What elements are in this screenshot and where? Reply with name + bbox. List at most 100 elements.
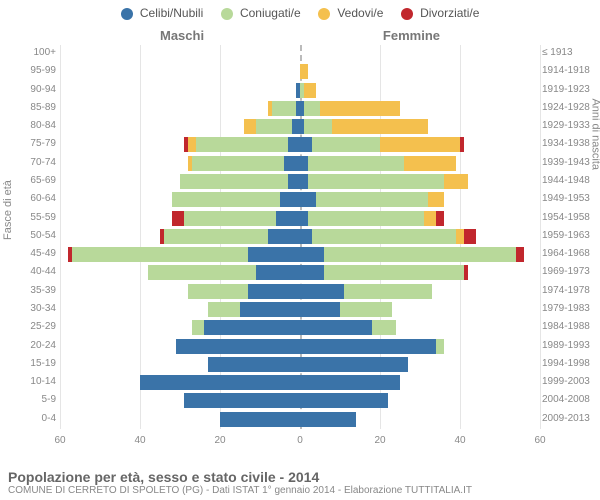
footer: Popolazione per età, sesso e stato civil…	[8, 469, 592, 496]
pyramid-row: 40-441969-1973	[60, 264, 540, 282]
bar-segment	[380, 137, 460, 152]
bar-female	[300, 247, 524, 262]
year-label: ≤ 1913	[542, 47, 598, 58]
bar-male	[244, 119, 300, 134]
bar-segment	[372, 320, 396, 335]
pyramid-row: 5-92004-2008	[60, 392, 540, 410]
year-label: 2009-2013	[542, 413, 598, 424]
bar-segment	[292, 119, 300, 134]
bar-segment	[424, 211, 436, 226]
x-tick-label: 40	[454, 435, 465, 446]
bar-segment	[300, 211, 308, 226]
bar-female	[300, 320, 396, 335]
pyramid-row: 55-591954-1958	[60, 210, 540, 228]
year-label: 1934-1938	[542, 138, 598, 149]
bar-male	[268, 101, 300, 116]
legend-item: Vedovi/e	[318, 6, 383, 20]
age-label: 20-24	[12, 340, 56, 351]
x-tick-label: 60	[534, 435, 545, 446]
bar-segment	[300, 156, 308, 171]
legend-dot	[401, 8, 413, 20]
x-tick-label: 60	[54, 435, 65, 446]
pyramid-row: 80-841929-1933	[60, 118, 540, 136]
age-label: 40-44	[12, 266, 56, 277]
year-label: 2004-2008	[542, 394, 598, 405]
bar-segment	[300, 339, 436, 354]
pyramid-row: 0-42009-2013	[60, 411, 540, 429]
bar-segment	[188, 137, 196, 152]
year-label: 1994-1998	[542, 358, 598, 369]
x-tick-label: 40	[134, 435, 145, 446]
bar-segment	[220, 412, 300, 427]
bar-male	[192, 320, 300, 335]
bar-segment	[300, 393, 388, 408]
year-label: 1914-1918	[542, 65, 598, 76]
bar-segment	[300, 412, 356, 427]
bar-segment	[312, 137, 380, 152]
x-tick-label: 0	[297, 435, 303, 446]
bar-segment	[256, 265, 300, 280]
bar-segment	[340, 302, 392, 317]
x-axis: 6040200204060	[60, 431, 540, 451]
bar-segment	[240, 302, 300, 317]
bar-segment	[148, 265, 256, 280]
age-label: 30-34	[12, 303, 56, 314]
age-label: 90-94	[12, 84, 56, 95]
year-label: 1944-1948	[542, 175, 598, 186]
bar-segment	[184, 393, 300, 408]
bar-segment	[288, 137, 300, 152]
year-label: 1964-1968	[542, 248, 598, 259]
bar-segment	[404, 156, 456, 171]
bar-segment	[300, 357, 408, 372]
pyramid-row: 70-741939-1943	[60, 155, 540, 173]
legend-label: Celibi/Nubili	[140, 6, 203, 20]
bar-segment	[140, 375, 300, 390]
bar-segment	[256, 119, 292, 134]
x-tick-label: 20	[214, 435, 225, 446]
bar-male	[188, 284, 300, 299]
pyramid-row: 45-491964-1968	[60, 246, 540, 264]
year-label: 1989-1993	[542, 340, 598, 351]
year-label: 1954-1958	[542, 212, 598, 223]
legend-item: Coniugati/e	[221, 6, 301, 20]
age-label: 100+	[12, 47, 56, 58]
age-label: 50-54	[12, 230, 56, 241]
bar-female	[300, 357, 408, 372]
bar-segment	[464, 229, 476, 244]
bar-segment	[436, 339, 444, 354]
bar-segment	[208, 357, 300, 372]
bar-male	[184, 393, 300, 408]
bar-female	[300, 101, 400, 116]
bar-female	[300, 412, 356, 427]
bar-segment	[204, 320, 300, 335]
age-label: 85-89	[12, 102, 56, 113]
year-label: 1999-2003	[542, 376, 598, 387]
age-label: 0-4	[12, 413, 56, 424]
footer-subtitle: COMUNE DI CERRETO DI SPOLETO (PG) - Dati…	[8, 485, 592, 496]
bar-male	[208, 302, 300, 317]
bar-segment	[324, 247, 516, 262]
bar-segment	[320, 101, 400, 116]
year-label: 1959-1963	[542, 230, 598, 241]
bar-segment	[308, 156, 404, 171]
year-label: 1929-1933	[542, 120, 598, 131]
year-label: 1924-1928	[542, 102, 598, 113]
bar-segment	[300, 174, 308, 189]
bar-female	[300, 375, 400, 390]
bar-segment	[268, 229, 300, 244]
legend-item: Celibi/Nubili	[121, 6, 204, 20]
bar-segment	[300, 302, 340, 317]
pyramid-row: 75-791934-1938	[60, 136, 540, 154]
age-label: 10-14	[12, 376, 56, 387]
year-label: 1919-1923	[542, 84, 598, 95]
bar-segment	[436, 211, 444, 226]
legend-dot	[318, 8, 330, 20]
legend-dot	[121, 8, 133, 20]
age-label: 70-74	[12, 157, 56, 168]
bar-segment	[464, 265, 468, 280]
bar-segment	[428, 192, 444, 207]
bar-male	[148, 265, 300, 280]
age-label: 35-39	[12, 285, 56, 296]
year-label: 1939-1943	[542, 157, 598, 168]
bar-segment	[280, 192, 300, 207]
